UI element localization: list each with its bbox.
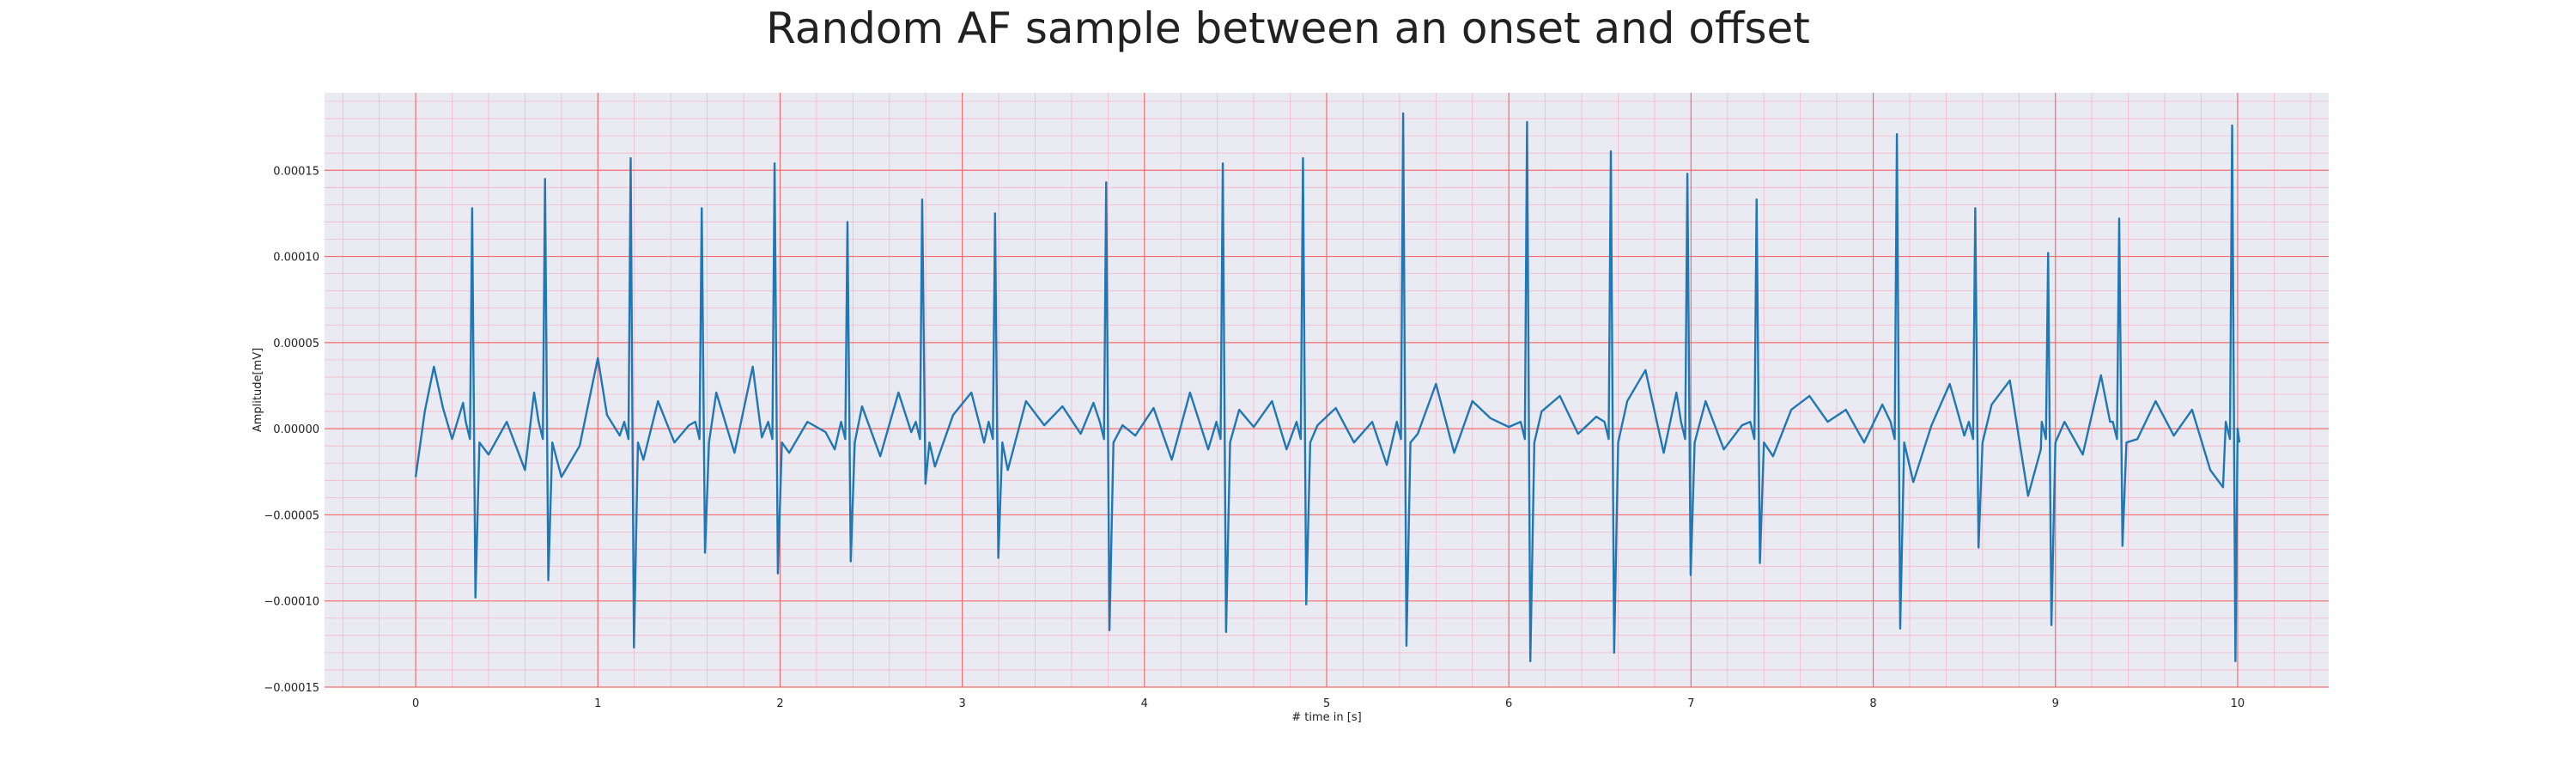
x-tick-label: 1 bbox=[594, 697, 601, 710]
series-line bbox=[414, 112, 2241, 663]
y-tick-label: −0.00010 bbox=[264, 596, 319, 609]
x-axis-label: # time in [s] bbox=[1291, 711, 1361, 724]
x-tick-label: 4 bbox=[1141, 697, 1148, 710]
y-tick-labels: −0.00015 −0.00010 −0.00005 0.00000 0.00005 0.… bbox=[264, 165, 319, 695]
x-tick-label: 6 bbox=[1505, 697, 1512, 710]
x-tick-label: 3 bbox=[958, 697, 965, 710]
x-tick-labels: 0 1 2 3 4 5 6 7 8 9 10 bbox=[412, 697, 2245, 710]
y-tick-label: 0.00010 bbox=[273, 252, 319, 265]
chart-title: Random AF sample between an onset and of… bbox=[766, 3, 1810, 53]
x-tick-label: 7 bbox=[1687, 697, 1694, 710]
x-tick-label: 10 bbox=[2231, 697, 2245, 710]
x-tick-label: 2 bbox=[776, 697, 783, 710]
x-tick-label: 8 bbox=[1869, 697, 1876, 710]
major-grid bbox=[325, 93, 2329, 688]
y-tick-label: 0.00000 bbox=[273, 423, 319, 436]
x-tick-label: 9 bbox=[2052, 697, 2059, 710]
y-tick-label: 0.00005 bbox=[273, 338, 319, 350]
y-tick-label: 0.00015 bbox=[273, 165, 319, 178]
y-axis-label: Amplitude[mV] bbox=[252, 348, 264, 432]
y-tick-label: −0.00015 bbox=[264, 682, 319, 695]
x-tick-label: 5 bbox=[1323, 697, 1330, 710]
y-tick-label: −0.00005 bbox=[264, 509, 319, 522]
x-tick-label: 0 bbox=[412, 697, 419, 710]
